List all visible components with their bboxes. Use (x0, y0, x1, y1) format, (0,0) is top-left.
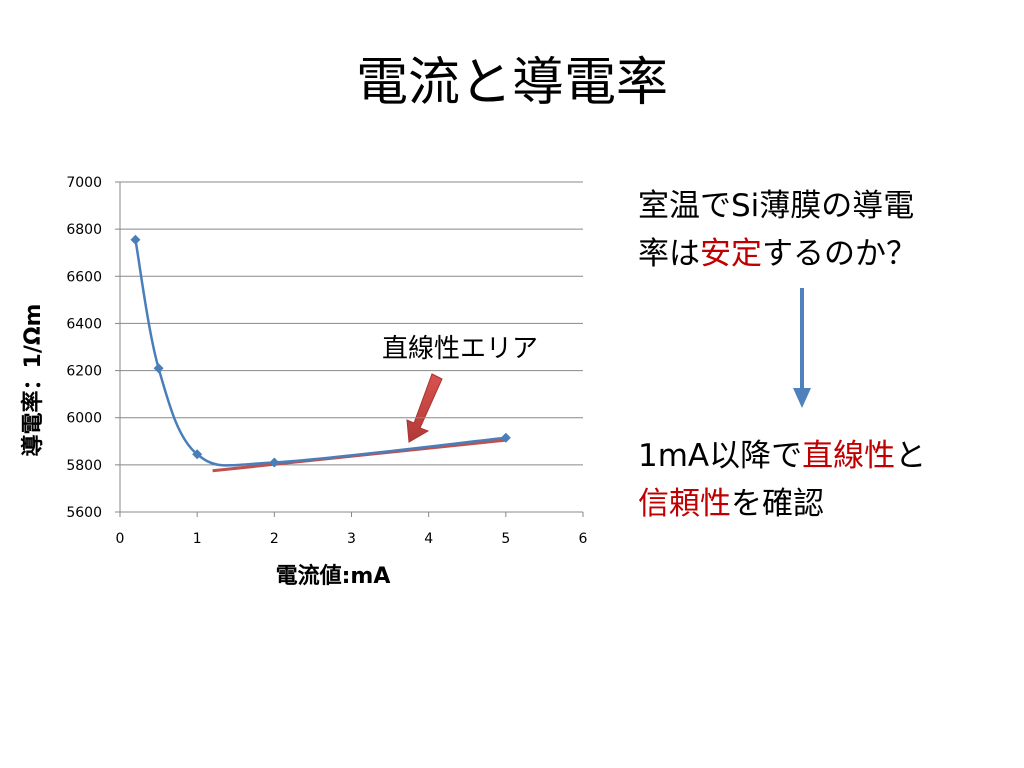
note-text: 率は (638, 236, 700, 272)
point (192, 449, 203, 460)
note-line: 室温でSi薄膜の導電 (638, 182, 917, 230)
note-text: を確認 (731, 486, 824, 522)
note-text: するのか？ (762, 236, 917, 272)
y-tick-label: 6400 (66, 316, 102, 332)
note-text: 直線性 (802, 438, 896, 474)
y-tick-label: 6200 (66, 364, 102, 380)
note: 1mA以降で直線性と 信頼性を確認 (638, 432, 926, 528)
note-line: 率は安定するのか？ (638, 230, 917, 278)
x-tick-label: 0 (116, 531, 125, 547)
x-tick-label: 6 (579, 531, 588, 547)
point (500, 432, 511, 443)
note-text: と (895, 438, 927, 474)
annotation-arrow (406, 373, 443, 443)
x-tick-label: 3 (347, 531, 356, 547)
x-axis-label: 電流値:mA (276, 563, 391, 589)
x-tick-label: 5 (501, 531, 510, 547)
note-text: 信頼性 (638, 486, 731, 522)
x-tick-label: 2 (270, 531, 279, 547)
point (130, 234, 141, 245)
y-tick-label: 5800 (66, 458, 102, 474)
series-line (134, 239, 506, 467)
x-tick-label: 4 (424, 531, 433, 547)
y-tick-label: 6800 (66, 222, 102, 238)
y-tick-label: 6000 (66, 411, 102, 427)
arrow-head (793, 388, 811, 408)
y-tick-label: 6600 (66, 269, 102, 285)
note-text: 1mA以降で (638, 438, 803, 474)
x-tick-label: 1 (193, 531, 202, 547)
point (153, 363, 164, 374)
y-axis-label: 導電率：1/Ωm (20, 304, 46, 457)
note-line: 1mA以降で直線性と (638, 432, 926, 480)
y-tick-label: 5600 (66, 505, 102, 521)
note-text: 室温でSi薄膜の導電 (638, 188, 915, 224)
slide-title: 電流と導電率 (355, 53, 668, 113)
y-tick-label: 7000 (66, 175, 102, 191)
note: 室温でSi薄膜の導電 率は安定するのか？ (638, 182, 917, 278)
point (269, 457, 280, 468)
note-text: 安定 (700, 236, 762, 272)
annotation: 直線性エリア (382, 334, 538, 364)
note-line: 信頼性を確認 (638, 480, 926, 528)
